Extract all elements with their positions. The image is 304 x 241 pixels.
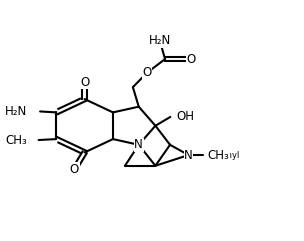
Text: H₂N: H₂N <box>149 34 171 47</box>
Text: CH₃: CH₃ <box>208 148 229 161</box>
Text: OH: OH <box>176 110 194 123</box>
Text: O: O <box>80 76 89 89</box>
Text: H₂N: H₂N <box>5 105 27 118</box>
Text: O: O <box>70 163 79 176</box>
Text: O: O <box>142 66 152 79</box>
Text: N: N <box>184 148 193 161</box>
Text: methyl: methyl <box>210 151 240 160</box>
Text: N: N <box>134 138 143 151</box>
Text: CH₃: CH₃ <box>5 134 27 147</box>
Text: O: O <box>186 53 195 66</box>
